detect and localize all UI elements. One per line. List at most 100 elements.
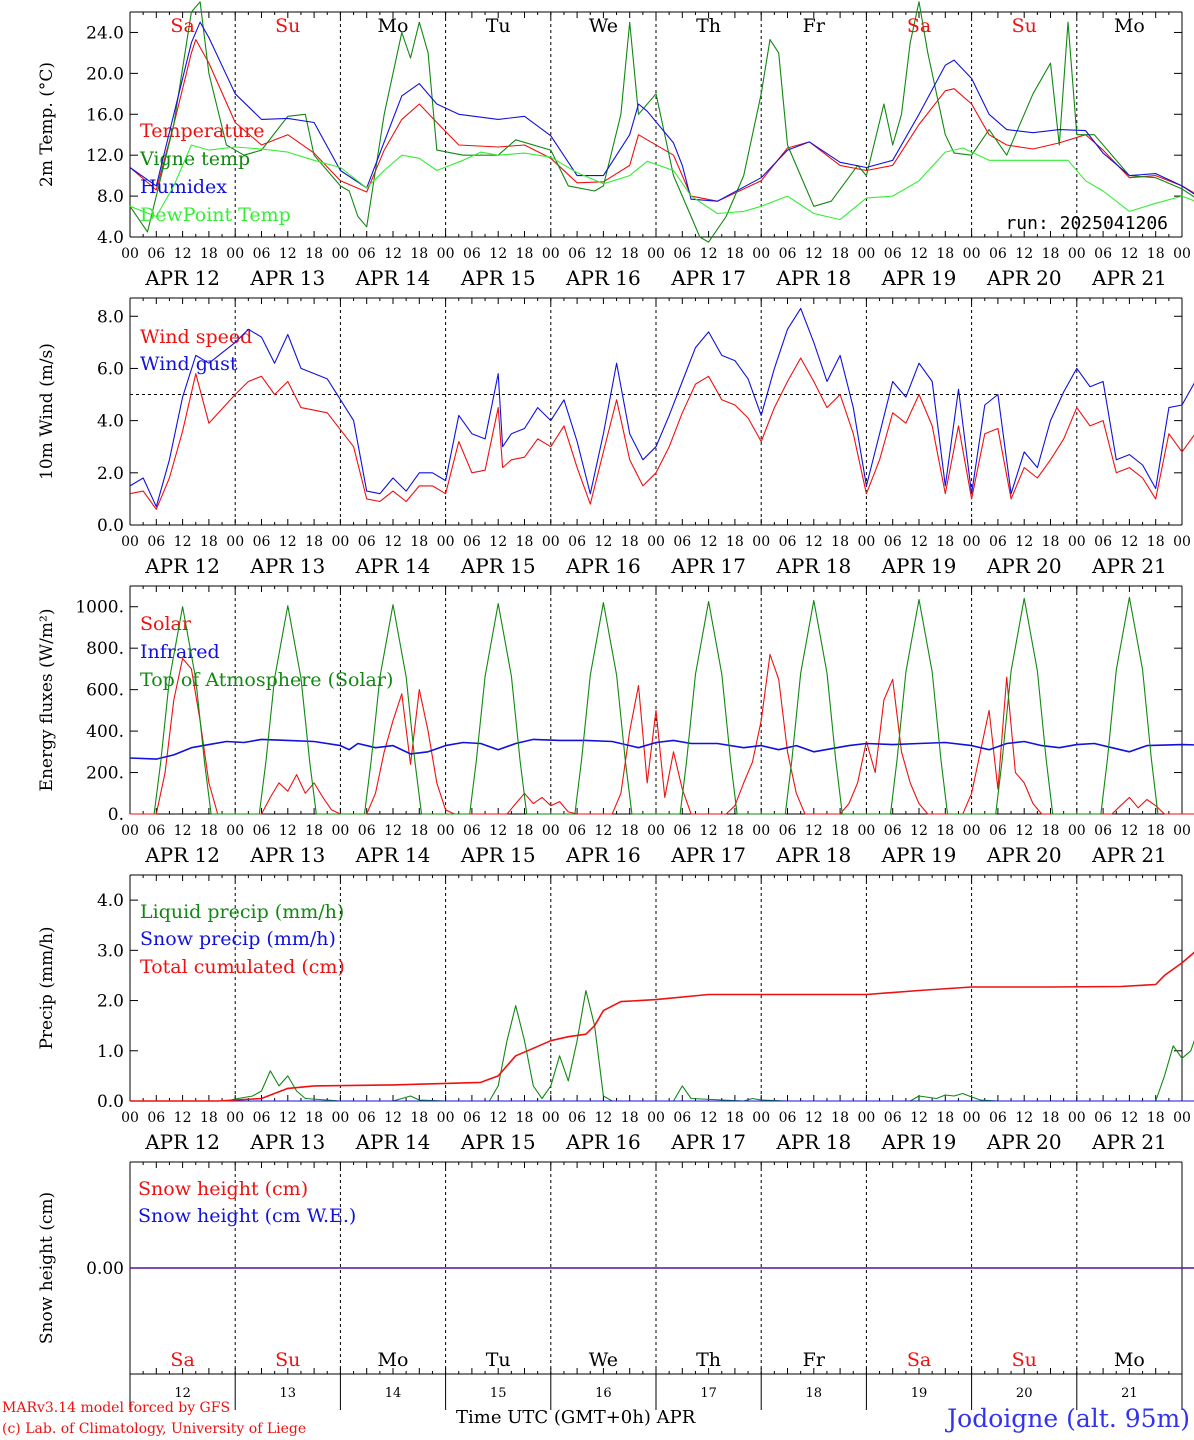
hour-tick-label: 06 [1094,1110,1112,1126]
hour-tick-label: 18 [516,246,534,262]
hour-tick-label: 18 [1147,246,1165,262]
hour-tick-label: 06 [884,534,902,550]
legend-entry: DewPoint Temp [140,204,291,226]
weekday-label: Tu [486,15,511,37]
hour-tick-label: 12 [489,246,507,262]
series-line [129,738,1194,760]
day-number-label: 16 [595,1386,612,1401]
hour-tick-label: 00 [1068,823,1086,839]
y-tick-label: 1000. [75,598,124,618]
hour-tick-label: 12 [489,823,507,839]
hour-tick-label: 06 [779,534,797,550]
hour-tick-label: 00 [437,823,455,839]
y-tick-label: 200. [86,764,124,784]
time-axis-title: Time UTC (GMT+0h) APR [456,1407,696,1428]
hour-tick-label: 00 [121,246,139,262]
hour-tick-label: 06 [884,246,902,262]
credit-line-2: (c) Lab. of Climatology, University of L… [2,1421,306,1437]
y-tick-label: 12.0 [86,146,124,166]
run-label: run: 2025041206 [1005,213,1168,234]
weekday-label: Sa [170,1349,194,1371]
hour-tick-label: 06 [779,246,797,262]
hour-tick-label: 12 [1015,246,1033,262]
hour-tick-label: 12 [594,1110,612,1126]
hour-tick-label: 18 [410,246,428,262]
hour-tick-label: 18 [831,246,849,262]
series-line [130,653,1194,815]
hour-tick-label: 00 [647,1110,665,1126]
date-label: APR 21 [1091,843,1167,867]
hour-tick-label: 12 [700,823,718,839]
hour-tick-label: 06 [989,246,1007,262]
hour-tick-label: 06 [147,1110,165,1126]
weekday-label: Th [696,1349,721,1371]
hour-tick-label: 00 [1068,534,1086,550]
hour-tick-label: 12 [279,1110,297,1126]
y-tick-label: 4.0 [97,412,124,432]
hour-tick-label: 12 [489,1110,507,1126]
y-tick-label: 20.0 [86,64,124,84]
date-label: APR 19 [881,554,957,578]
y-tick-label: 400. [86,722,124,742]
day-number-label: 20 [1016,1386,1033,1401]
y-tick-label: 800. [86,639,124,659]
date-label: APR 17 [670,843,746,867]
series-line [129,1,1194,243]
legend-entry: Humidex [140,176,227,198]
hour-tick-label: 18 [936,534,954,550]
hour-tick-label: 06 [463,534,481,550]
hour-tick-label: 18 [726,1110,744,1126]
hour-tick-label: 12 [1120,1110,1138,1126]
hour-tick-label: 06 [989,534,1007,550]
legend-entry: Snow height (cm W.E.) [138,1205,356,1227]
hour-tick-label: 18 [200,534,218,550]
day-number-label: 14 [385,1386,402,1401]
hour-tick-label: 12 [174,246,192,262]
hour-tick-label: 00 [1173,1110,1191,1126]
hour-tick-label: 00 [226,1110,244,1126]
hour-tick-label: 18 [1147,534,1165,550]
hour-tick-label: 18 [1147,1110,1165,1126]
hour-tick-label: 12 [910,823,928,839]
date-label: APR 17 [670,266,746,290]
weekday-label: Sa [907,1349,931,1371]
hour-tick-label: 00 [752,1110,770,1126]
hour-tick-label: 18 [200,246,218,262]
date-label: APR 14 [355,843,431,867]
y-tick-label: 2.0 [97,992,124,1012]
legend-entry: Total cumulated (cm) [140,956,345,978]
hour-tick-label: 18 [1147,823,1165,839]
date-label: APR 17 [670,1130,746,1154]
hour-tick-label: 00 [647,534,665,550]
hour-tick-label: 12 [279,246,297,262]
hour-tick-label: 18 [1042,534,1060,550]
hour-tick-label: 18 [305,246,323,262]
panel-4: 0.0 1.0 2.0 3.0 4.0 Precip (mm/h) Liquid preci… [37,874,1194,1154]
hour-tick-label: 06 [779,823,797,839]
y-tick-label: 2.0 [97,464,124,484]
legend-entry: Top of Atmosphere (Solar) [140,669,393,691]
hour-tick-label: 18 [1042,246,1060,262]
hour-tick-label: 12 [805,1110,823,1126]
hour-tick-label: 12 [594,246,612,262]
hour-tick-label: 06 [253,246,271,262]
hour-tick-label: 06 [673,1110,691,1126]
hour-tick-label: 06 [253,1110,271,1126]
hour-tick-label: 06 [253,823,271,839]
weekday-label: Mo [1114,15,1145,37]
hour-tick-label: 12 [1015,534,1033,550]
hour-tick-label: 12 [1015,1110,1033,1126]
day-number-label: 15 [490,1386,507,1401]
date-label: APR 18 [775,1130,851,1154]
day-number-label: 19 [911,1386,928,1401]
hour-tick-label: 00 [1068,246,1086,262]
hour-tick-label: 12 [1015,823,1033,839]
hour-tick-label: 18 [621,1110,639,1126]
y-tick-label: 1.0 [97,1042,124,1062]
hour-tick-label: 00 [857,534,875,550]
date-label: APR 19 [881,843,957,867]
hour-tick-label: 18 [200,1110,218,1126]
hour-tick-label: 18 [621,534,639,550]
hour-tick-label: 12 [805,534,823,550]
hour-tick-label: 06 [1094,823,1112,839]
